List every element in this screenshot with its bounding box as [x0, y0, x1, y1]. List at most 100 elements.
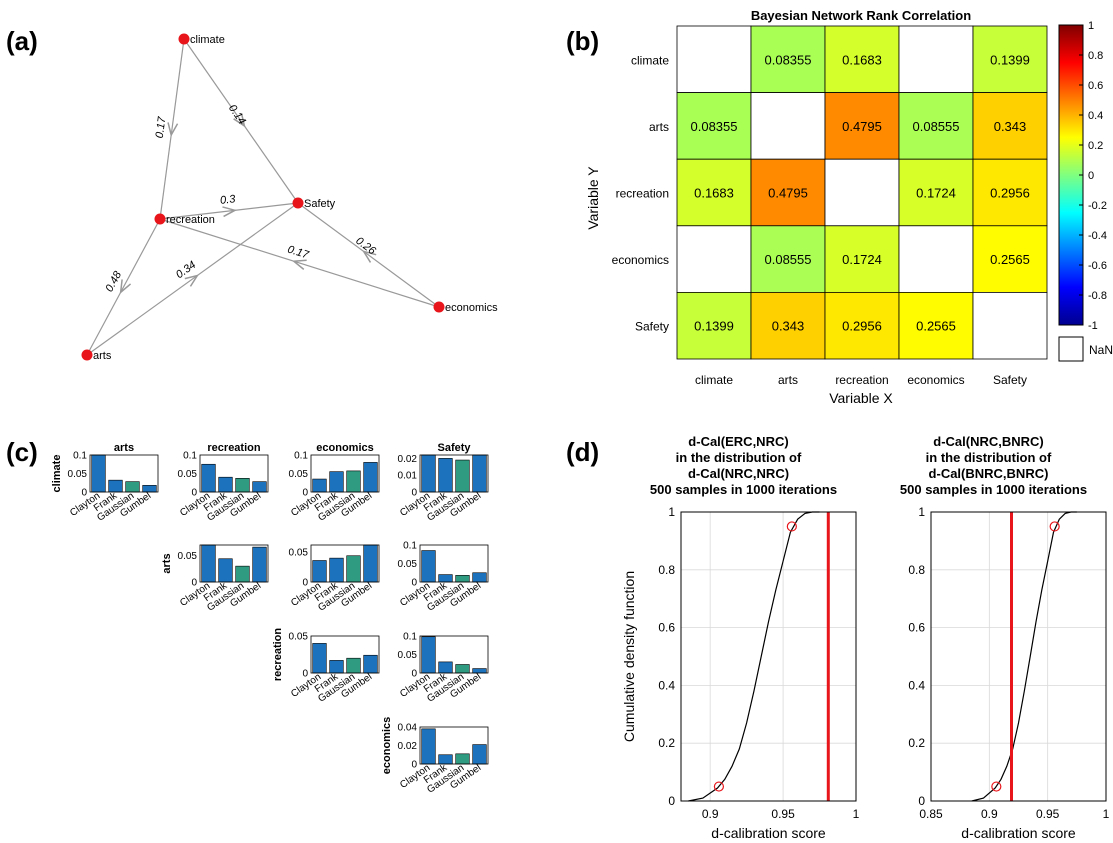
quantile-marker	[786, 521, 797, 532]
cell-value-label: 0.4795	[842, 119, 882, 134]
cell-value-label: 0.08355	[691, 119, 738, 134]
cdf-x-tick: 0.95	[1036, 807, 1060, 821]
panel-label-b: (b)	[566, 26, 599, 56]
cell-value-label: 0.1724	[916, 186, 956, 201]
node-label: arts	[93, 350, 112, 362]
bar-row-label: arts	[161, 553, 173, 573]
cdf-frame	[680, 511, 857, 802]
cell-value-label: 0.2565	[916, 319, 956, 334]
cdf-title-line: d-Cal(NRC,NRC)	[688, 466, 789, 481]
copula-bar	[472, 744, 487, 765]
bar-y-tick: 0	[411, 760, 417, 771]
copula-bar	[346, 555, 361, 583]
colorbar-tick-label: -0.4	[1088, 230, 1107, 242]
copula-bar	[363, 654, 378, 674]
quantile-marker	[991, 781, 1002, 792]
heatmap-cell	[898, 291, 974, 360]
heatmap-cell	[676, 158, 752, 227]
network-edge	[86, 218, 161, 356]
bar-y-tick: 0.02	[398, 741, 418, 752]
cdf-y-tick: 0.4	[658, 678, 675, 692]
copula-bar	[312, 560, 327, 583]
cell-value-label: 0.08355	[765, 52, 812, 67]
bar-subplot-frame	[310, 454, 380, 493]
copula-bar	[421, 728, 436, 765]
panel-label-d: (d)	[566, 437, 599, 467]
network-node	[292, 197, 304, 209]
edge-weight-label: 0.14	[226, 103, 248, 127]
network-edge	[183, 38, 299, 204]
nan-label: NaN	[1089, 343, 1113, 357]
bar-subplot-title: recreation	[207, 442, 260, 454]
heatmap-cell	[676, 92, 752, 160]
heatmap-x-tick: Safety	[993, 373, 1027, 387]
heatmap-y-tick: recreation	[616, 187, 669, 201]
copula-bar	[363, 462, 378, 493]
cdf-y-tick: 0	[918, 794, 925, 808]
bar-y-tick: 0.05	[289, 632, 309, 643]
bar-y-tick: 0.02	[398, 454, 418, 465]
copula-bar	[455, 664, 470, 674]
cell-value-label: 0.1683	[694, 186, 734, 201]
copula-bar	[235, 478, 250, 493]
cdf-y-tick: 0.2	[658, 736, 675, 750]
cdf-title-line: d-Cal(BNRC,BNRC)	[929, 466, 1049, 481]
cdf-curve	[688, 511, 820, 802]
bar-subplot-frame	[419, 635, 489, 674]
copula-bar	[91, 454, 106, 493]
copula-bar	[438, 754, 453, 765]
node-label: economics	[445, 302, 498, 314]
copula-bar	[201, 544, 216, 583]
heatmap-y-tick: Safety	[635, 320, 669, 334]
bar-y-tick: 0	[302, 488, 308, 499]
cdf-x-tick: 0.9	[981, 807, 998, 821]
heatmap-cell	[972, 291, 1048, 360]
cdf-ylabel: Cumulative density function	[621, 571, 637, 742]
heatmap-x-tick: arts	[778, 373, 798, 387]
cdf-y-tick: 0.8	[658, 563, 675, 577]
heatmap-cell	[676, 291, 752, 360]
heatmap-cell	[972, 158, 1048, 227]
bar-y-tick: 0.05	[398, 559, 418, 570]
copula-bar	[329, 557, 344, 583]
heatmap-cell	[972, 92, 1048, 160]
bar-y-tick: 0.05	[398, 650, 418, 661]
cell-value-label: 0.2956	[990, 186, 1030, 201]
cdf-plots: d-Cal(ERC,NRC)in the distribution ofd-Ca…	[621, 434, 1110, 841]
heatmap-cell	[750, 225, 826, 293]
copula-bar	[346, 657, 361, 674]
cdf-y-tick: 0.6	[658, 621, 675, 635]
nan-swatch	[1058, 336, 1084, 362]
edge-arrow	[291, 259, 307, 270]
network-graph: 0.170.140.30.17 0.260.48 0.34climaterecrea…	[81, 33, 498, 362]
cdf-x-tick: 1	[1103, 807, 1110, 821]
copula-bar	[329, 471, 344, 493]
cdf-xlabel: d-calibration score	[711, 825, 826, 841]
panel-label-c: (c)	[6, 437, 38, 467]
heatmap-cell	[972, 25, 1048, 93]
heatmap-cell	[750, 25, 826, 93]
cell-value-label: 0.343	[772, 319, 805, 334]
heatmap-cell	[750, 92, 826, 160]
copula-bar	[472, 454, 487, 493]
bar-y-tick: 0.05	[289, 469, 309, 480]
cell-value-label: 0.4795	[768, 186, 808, 201]
cell-value-label: 0.08555	[765, 252, 812, 267]
bar-row-label: recreation	[272, 628, 284, 681]
network-edge	[86, 202, 299, 356]
network-edge	[297, 202, 440, 308]
edge-arrow	[362, 250, 377, 263]
bar-subplot-title: economics	[316, 442, 373, 454]
cdf-title-line: d-Cal(NRC,BNRC)	[933, 434, 1044, 449]
edge-arrow	[233, 113, 246, 128]
node-label: climate	[190, 34, 225, 46]
edge-arrow	[222, 206, 237, 218]
network-node	[433, 301, 445, 313]
cdf-xlabel: d-calibration score	[961, 825, 1076, 841]
heatmap-title: Bayesian Network Rank Correlation	[751, 8, 971, 23]
copula-bar	[218, 476, 233, 493]
edge-arrow	[184, 274, 200, 287]
copula-bar	[312, 643, 327, 674]
edge-weight-label: 0.17	[286, 244, 311, 262]
copula-bar	[472, 572, 487, 583]
